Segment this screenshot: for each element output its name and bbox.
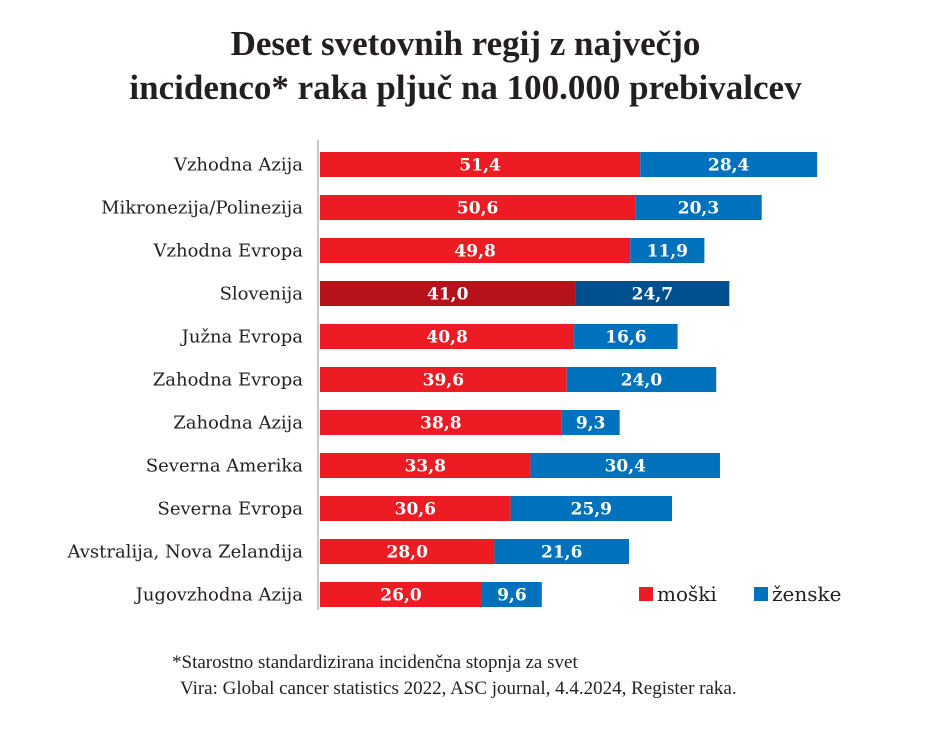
category-label: Južna Evropa <box>180 327 304 348</box>
data-label: 9,3 <box>576 414 606 434</box>
chart-title: Deset svetovnih regij z največjo inciden… <box>0 22 931 110</box>
chart-title-line-1: Deset svetovnih regij z največjo <box>230 24 701 63</box>
bar-row: Zahodna Evropa 39,6 24,0 <box>153 367 717 392</box>
bar-segment-moski <box>320 453 531 478</box>
data-label: 28,0 <box>387 543 429 563</box>
bar-row: Vzhodna Evropa 49,8 11,9 <box>153 238 705 263</box>
data-label: 50,6 <box>457 199 498 219</box>
legend-label: moški <box>657 582 717 606</box>
bar-row: Severna Amerika 33,8 30,4 <box>146 453 720 478</box>
bar-segment-zenske <box>630 238 705 263</box>
data-label: 40,8 <box>426 328 467 348</box>
bar-segment-moski <box>320 582 482 607</box>
data-label: 9,6 <box>497 586 527 606</box>
data-label: 33,8 <box>405 457 446 477</box>
footnote: *Starostno standardizirana incidenčna st… <box>172 652 578 673</box>
category-label: Jugovzhodna Azija <box>134 585 304 606</box>
bar-segment-zenske <box>530 453 720 478</box>
bar-row: Jugovzhodna Azija 26,0 9,6 <box>134 582 542 607</box>
data-label: 41,0 <box>427 285 469 305</box>
bar-row: Južna Evropa 40,8 16,6 <box>180 324 678 349</box>
data-label: 16,6 <box>605 328 646 348</box>
data-label: 21,6 <box>541 543 582 563</box>
bar-row: Zahodna Azija 38,8 9,3 <box>173 410 620 435</box>
category-label: Vzhodna Azija <box>173 155 303 176</box>
category-label: Severna Evropa <box>158 499 304 520</box>
bar-segment-zenske <box>640 152 818 177</box>
bar-segment-zenske <box>635 195 762 220</box>
legend-label: ženske <box>772 582 841 606</box>
bar-segment-moski <box>320 152 641 177</box>
bar-segment-moski <box>320 324 575 349</box>
data-label: 30,4 <box>605 457 647 477</box>
data-label: 24,0 <box>621 371 663 391</box>
bar-segment-zenske <box>510 496 672 521</box>
data-label: 25,9 <box>571 500 612 520</box>
bar-segment-moski <box>320 238 631 263</box>
bar-segment-moski <box>320 539 495 564</box>
category-label: Avstralija, Nova Zelandija <box>66 542 303 563</box>
bars-group: Vzhodna Azija 51,4 28,4 Mikronezija/Polinez… <box>66 152 818 607</box>
bar-segment-zenske <box>561 410 620 435</box>
bar-segment-moski <box>320 195 636 220</box>
category-label: Slovenija <box>220 284 304 305</box>
bar-segment-moski <box>320 410 562 435</box>
data-label: 38,8 <box>420 414 461 434</box>
legend-swatch <box>754 587 768 601</box>
category-label: Vzhodna Evropa <box>153 241 304 262</box>
bar-row: Mikronezija/Polinezija 50,6 20,3 <box>101 195 762 220</box>
data-label: 24,7 <box>632 285 673 305</box>
data-label: 49,8 <box>454 242 495 262</box>
bar-segment-zenske <box>566 367 717 392</box>
data-label: 28,4 <box>708 156 750 176</box>
data-label: 11,9 <box>647 242 688 262</box>
bar-row: Slovenija 41,0 24,7 <box>220 281 730 306</box>
stacked-bar-chart: Vzhodna Azija 51,4 28,4 Mikronezija/Polinez… <box>66 140 841 610</box>
bar-segment-moski <box>320 496 511 521</box>
legend-item: moški <box>639 582 717 606</box>
data-label: 30,6 <box>395 500 436 520</box>
bar-segment-moski <box>320 367 567 392</box>
legend: moški ženske <box>639 582 841 606</box>
data-label: 26,0 <box>380 586 422 606</box>
bar-row: Severna Evropa 30,6 25,9 <box>158 496 672 521</box>
bar-row: Vzhodna Azija 51,4 28,4 <box>173 152 818 177</box>
legend-swatch <box>639 587 653 601</box>
bar-segment-zenske <box>575 281 730 306</box>
category-label: Zahodna Azija <box>173 413 303 434</box>
bar-row: Avstralija, Nova Zelandija 28,0 21,6 <box>66 539 630 564</box>
data-label: 20,3 <box>678 199 719 219</box>
source-note: Vira: Global cancer statistics 2022, ASC… <box>180 678 737 699</box>
bar-segment-zenske <box>481 582 542 607</box>
category-label: Severna Amerika <box>146 456 303 477</box>
chart-title-line-2: incidenco* raka pljuč na 100.000 prebiva… <box>129 68 802 107</box>
category-label: Mikronezija/Polinezija <box>101 198 303 219</box>
category-label: Zahodna Evropa <box>153 370 304 391</box>
bar-segment-zenske <box>574 324 678 349</box>
legend-item: ženske <box>754 582 841 606</box>
bar-segment-moski <box>320 281 576 306</box>
bar-segment-zenske <box>494 539 630 564</box>
data-label: 39,6 <box>423 371 464 391</box>
data-label: 51,4 <box>459 156 501 176</box>
